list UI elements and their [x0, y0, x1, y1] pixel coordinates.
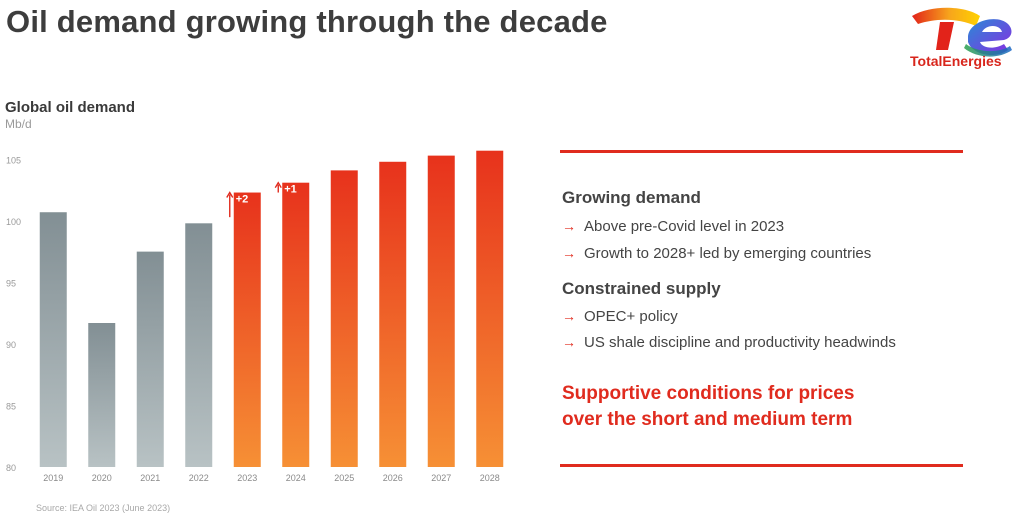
bar-2019	[39, 212, 67, 467]
supportive-conditions-highlight: Supportive conditions for prices over th…	[562, 381, 854, 433]
bullet-us-shale: → US shale discipline and productivity he…	[562, 334, 896, 351]
growth-annotation-label: +2	[236, 194, 249, 206]
highlight-line-1: Supportive conditions for prices	[562, 383, 855, 404]
y-tick-label: 85	[6, 401, 16, 411]
bullet-growth-2028: → Growth to 2028+ led by emerging countri…	[562, 245, 871, 262]
x-tick-label: 2027	[431, 473, 451, 483]
arrow-right-icon: →	[562, 334, 576, 350]
bar-2020	[88, 323, 116, 467]
divider-bottom	[560, 464, 963, 467]
x-tick-label: 2026	[383, 473, 403, 483]
bar-2027	[427, 155, 455, 467]
bullet-text: Above pre-Covid level in 2023	[584, 218, 785, 235]
arrow-right-icon: →	[562, 218, 576, 234]
growth-arrow-head-icon	[226, 191, 234, 198]
bar-2023	[233, 192, 261, 467]
y-tick-label: 100	[6, 217, 21, 227]
growing-demand-heading: Growing demand	[562, 188, 701, 207]
bar-2028	[476, 150, 504, 467]
bullet-text: OPEC+ policy	[584, 308, 678, 325]
constrained-supply-heading: Constrained supply	[562, 279, 721, 298]
bar-2026	[379, 161, 407, 467]
bullet-text: Growth to 2028+ led by emerging countrie…	[584, 245, 872, 262]
bullet-text: US shale discipline and productivity hea…	[584, 334, 896, 351]
y-tick-label: 95	[6, 278, 16, 288]
growth-annotation-label: +1	[284, 184, 297, 196]
source-note: Source: IEA Oil 2023 (June 2023)	[36, 503, 171, 513]
y-tick-label: 105	[6, 155, 21, 165]
growth-arrow-head-icon	[274, 181, 282, 189]
bullet-opec-policy: → OPEC+ policy	[562, 308, 678, 325]
slide-title: Oil demand growing through the decade	[6, 4, 608, 39]
bar-2022	[185, 223, 213, 467]
bullet-pre-covid: → Above pre-Covid level in 2023	[562, 218, 784, 235]
x-tick-label: 2025	[334, 473, 354, 483]
x-tick-label: 2024	[286, 473, 306, 483]
bar-2025	[330, 170, 358, 467]
bar-2024	[282, 182, 310, 467]
x-tick-label: 2021	[140, 473, 160, 483]
highlight-line-2: over the short and medium term	[562, 409, 853, 430]
totalenergies-logo-icon	[912, 7, 1012, 57]
bar-2021	[136, 251, 164, 467]
x-tick-label: 2022	[189, 473, 209, 483]
logo-wordmark: TotalEnergies	[910, 53, 1002, 69]
arrow-right-icon: →	[562, 308, 576, 324]
x-tick-label: 2023	[237, 473, 257, 483]
y-tick-label: 90	[6, 340, 16, 350]
arrow-right-icon: →	[562, 245, 576, 261]
chart-title: Global oil demand	[5, 99, 136, 116]
chart-unit-label: Mb/d	[5, 117, 32, 131]
x-tick-label: 2020	[92, 473, 112, 483]
oil-demand-bar-chart: 80 85 90 95 100 105 2019 2020 2021 2022 2023 2024 20…	[6, 150, 504, 483]
x-tick-label: 2028	[480, 473, 500, 483]
y-tick-label: 80	[6, 463, 16, 473]
divider-top	[560, 150, 963, 153]
x-tick-label: 2019	[43, 473, 63, 483]
